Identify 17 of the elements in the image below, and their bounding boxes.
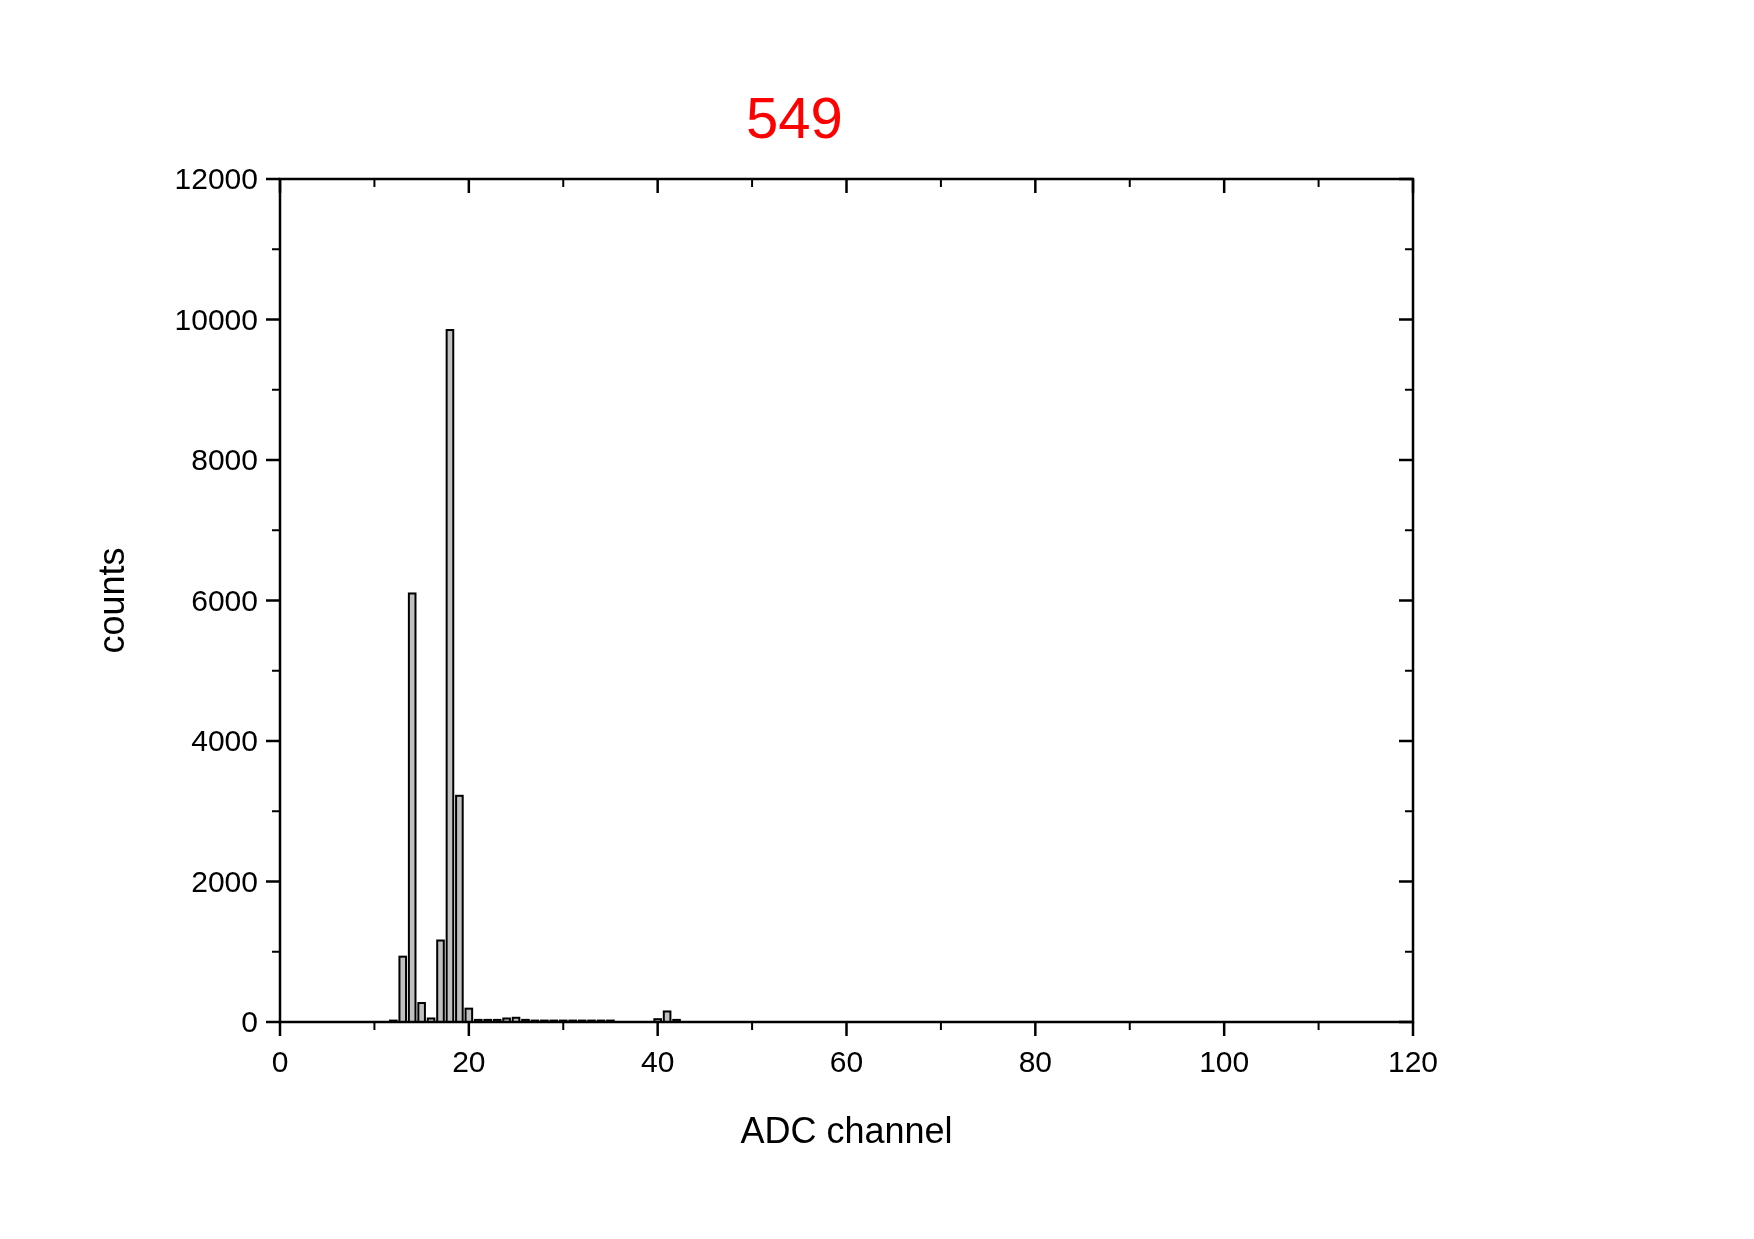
y-tick-label: 12000	[174, 162, 258, 195]
y-tick-label: 8000	[191, 443, 258, 476]
x-tick-label: 100	[1199, 1045, 1250, 1078]
x-tick-label: 80	[1018, 1045, 1053, 1078]
y-tick-label: 10000	[174, 302, 258, 336]
x-tick-label: 120	[1387, 1045, 1439, 1078]
y-tick-label: 0	[241, 1005, 258, 1038]
x-tick-label: 20	[452, 1045, 486, 1078]
y-tick-label: 6000	[191, 583, 258, 617]
y-tick-label: 4000	[191, 724, 258, 757]
chart-title: 549	[746, 85, 843, 150]
x-tick-label: 0	[271, 1045, 289, 1078]
x-axis-title: ADC channel	[740, 1110, 953, 1151]
x-tick-label: 60	[829, 1045, 864, 1078]
y-tick-label: 2000	[191, 864, 258, 898]
x-tick-label: 40	[640, 1045, 675, 1078]
y-axis-title: counts	[91, 547, 132, 654]
